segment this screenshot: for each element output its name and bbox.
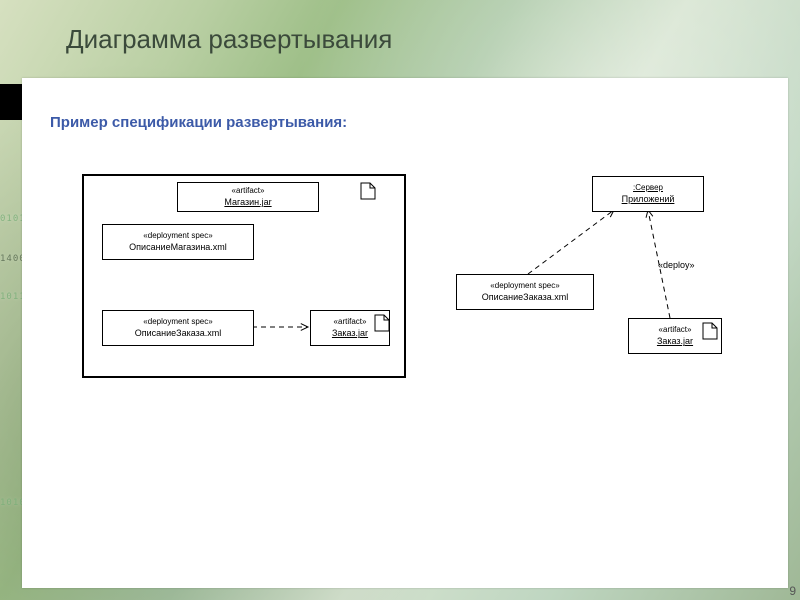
uml-label: Заказ.jar — [332, 327, 368, 339]
uml-edge — [648, 210, 670, 318]
uml-label: Магазин.jar — [224, 196, 271, 208]
uml-stereotype: «deployment spec» — [143, 317, 212, 328]
page-number: 9 — [789, 584, 796, 598]
uml-stereotype: :Сервер — [633, 183, 663, 194]
uml-edge-label: «deploy» — [658, 260, 695, 270]
slide-title: Диаграмма развертывания — [66, 24, 392, 55]
uml-edge — [528, 210, 614, 274]
uml-label: ОписаниеЗаказа.xml — [135, 327, 222, 339]
uml-label: ОписаниеЗаказа.xml — [482, 291, 569, 303]
uml-box-spec1: «deployment spec»ОписаниеМагазина.xml — [102, 224, 254, 260]
uml-stereotype: «deployment spec» — [490, 281, 559, 292]
uml-stereotype: «deployment spec» — [143, 231, 212, 242]
uml-box-magazin: «artifact»Магазин.jar — [177, 182, 319, 212]
uml-box-spec3: «deployment spec»ОписаниеЗаказа.xml — [456, 274, 594, 310]
document-icon — [374, 314, 390, 332]
uml-stereotype: «artifact» — [334, 317, 367, 328]
diagram-canvas: «deploy» «artifact»Магазин.jar«deploymen… — [22, 78, 788, 588]
uml-stereotype: «artifact» — [232, 186, 265, 197]
uml-box-spec2: «deployment spec»ОписаниеЗаказа.xml — [102, 310, 254, 346]
uml-box-server: :СерверПриложений — [592, 176, 704, 212]
uml-stereotype: «artifact» — [659, 325, 692, 336]
uml-label: Заказ.jar — [657, 335, 693, 347]
document-icon — [360, 182, 376, 200]
uml-label: ОписаниеМагазина.xml — [129, 241, 227, 253]
slide-body: Пример спецификации развертывания: «depl… — [22, 78, 788, 588]
document-icon — [702, 322, 718, 340]
uml-label: Приложений — [622, 193, 675, 205]
